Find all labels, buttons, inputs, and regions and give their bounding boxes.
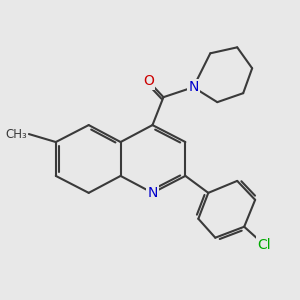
Text: O: O [143,74,154,88]
Text: Cl: Cl [257,238,271,252]
Text: N: N [147,186,158,200]
Text: CH₃: CH₃ [5,128,27,141]
Text: N: N [188,80,199,94]
